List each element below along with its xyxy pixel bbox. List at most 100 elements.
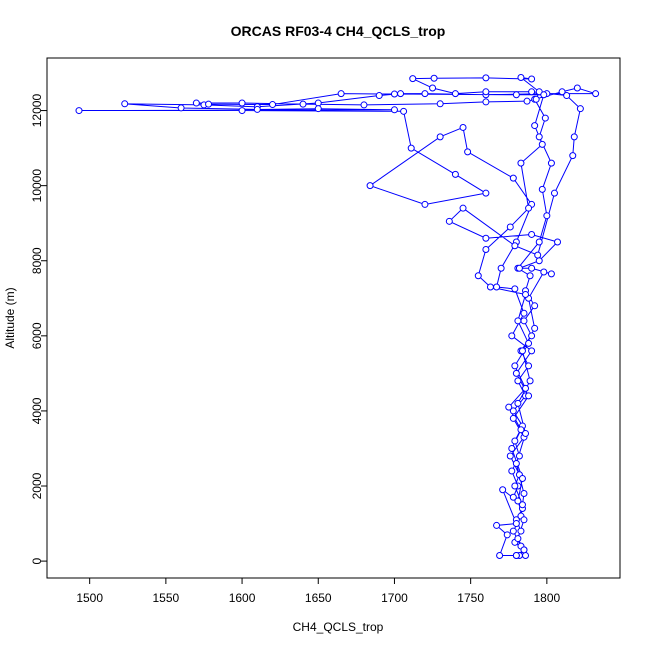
data-point [436, 133, 444, 141]
data-point [520, 317, 528, 325]
data-point [512, 459, 520, 467]
data-point [75, 107, 83, 115]
data-point [522, 551, 530, 559]
data-point [520, 309, 528, 317]
data-point [409, 75, 417, 83]
data-point [375, 92, 383, 100]
data-point [541, 114, 549, 122]
data-point [526, 377, 534, 385]
data-point [518, 347, 526, 355]
data-point [540, 91, 548, 99]
data-point [511, 242, 519, 250]
data-point [121, 100, 129, 108]
data-point [535, 238, 543, 246]
data-point [205, 100, 213, 108]
data-point [514, 399, 522, 407]
data-point [511, 437, 519, 445]
data-point [508, 444, 516, 452]
data-point [512, 91, 520, 99]
data-point [192, 99, 200, 107]
data-point [337, 90, 345, 98]
data-point [269, 101, 277, 109]
data-point [451, 90, 459, 98]
data-point [547, 270, 555, 278]
data-point [531, 302, 539, 310]
data-point [482, 245, 490, 253]
y-tick-label: 4000 [30, 397, 44, 424]
data-point [508, 467, 516, 475]
data-point [390, 90, 398, 98]
data-point [534, 251, 542, 259]
data-point [493, 283, 501, 291]
data-point [522, 384, 530, 392]
data-point [512, 520, 520, 528]
data-point [314, 99, 322, 107]
y-tick-label: 6000 [30, 322, 44, 349]
y-tick-label: 0 [30, 557, 44, 564]
plot-frame [46, 57, 621, 579]
data-point [482, 234, 490, 242]
data-point [528, 75, 536, 83]
data-point [509, 414, 517, 422]
data-point [576, 105, 584, 113]
data-point [508, 332, 516, 340]
data-point [531, 324, 539, 332]
data-point [482, 88, 490, 96]
data-point [509, 527, 517, 535]
x-tick-label: 1650 [305, 591, 332, 605]
data-point [532, 95, 540, 103]
data-point [592, 90, 600, 98]
data-point [531, 122, 539, 130]
data-point [506, 223, 514, 231]
data-point [299, 100, 307, 108]
data-point [535, 133, 543, 141]
data-point [512, 369, 520, 377]
y-tick-label: 2000 [30, 472, 44, 499]
x-tick-label: 1700 [381, 591, 408, 605]
data-point [421, 90, 429, 98]
data-point [238, 99, 246, 107]
data-point [493, 521, 501, 529]
data-point [366, 182, 374, 190]
data-point [430, 74, 438, 82]
data-point [525, 339, 533, 347]
data-point [517, 426, 525, 434]
data-point [573, 84, 581, 92]
data-point [517, 527, 525, 535]
x-tick-label: 1750 [457, 591, 484, 605]
data-point [528, 332, 536, 340]
data-point [514, 497, 522, 505]
data-point [397, 90, 405, 98]
data-point [543, 212, 551, 220]
data-point [459, 123, 467, 131]
data-point [445, 217, 453, 225]
data-point [538, 140, 546, 148]
data-point [496, 551, 504, 559]
data-point [451, 170, 459, 178]
x-tick-label: 1600 [229, 591, 256, 605]
data-point [520, 516, 528, 524]
chart-title: ORCAS RF03-4 CH4_QCLS_trop [231, 23, 446, 39]
data-point [177, 104, 185, 112]
data-point [509, 407, 517, 415]
data-point [503, 531, 511, 539]
data-point [407, 144, 415, 152]
data-point [540, 268, 548, 276]
data-point [525, 204, 533, 212]
data-point [499, 486, 507, 494]
data-point [558, 88, 566, 96]
data-point [512, 551, 520, 559]
data-point [547, 159, 555, 167]
data-point [520, 490, 528, 498]
data-point [474, 272, 482, 280]
data-point [486, 283, 494, 291]
y-axis-label: Altitude (m) [3, 287, 17, 348]
data-point [535, 257, 543, 265]
data-point [517, 74, 525, 82]
data-point [515, 452, 523, 460]
data-point [459, 204, 467, 212]
data-point [525, 362, 533, 370]
data-point [464, 148, 472, 156]
x-tick-label: 1550 [153, 591, 180, 605]
